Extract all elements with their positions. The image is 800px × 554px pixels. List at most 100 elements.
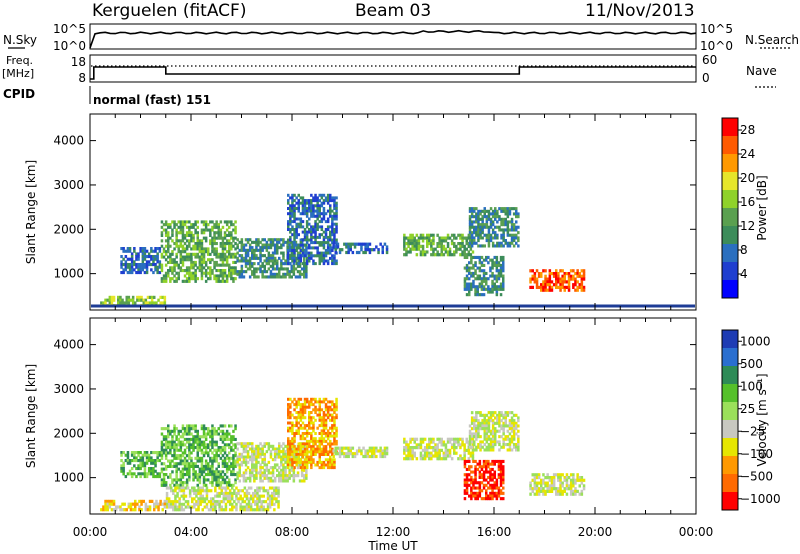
velocity-colorbar-cell — [722, 438, 738, 457]
velocity-colorbar-cell — [722, 420, 738, 439]
velocity-colorbar-tick-label: −500 — [740, 469, 773, 483]
velocity-colorbar-cell — [722, 384, 738, 403]
velocity-colorbar-tick-label: 100 — [740, 379, 763, 393]
velocity-colorbar-cell — [722, 366, 738, 385]
velocity-panel: 1000 2000 3000 4000 Slant Range [km] — [24, 317, 697, 515]
power-colorbar: Power [dB] 4 8 12 16 20 24 28 — [721, 117, 769, 299]
power-colorbar-tick-label: 28 — [740, 123, 755, 137]
time-tick-label: 20:00 — [578, 525, 613, 539]
power-colorbar-tick-label: 4 — [740, 267, 748, 281]
nsky-series — [89, 29, 697, 49]
velocity-ytick-label: 2000 — [53, 426, 84, 440]
velocity-ytick-label: 3000 — [53, 382, 84, 396]
power-colorbar-cell — [722, 190, 738, 209]
nsky-strip: 10^5 10^0 10^5 10^0 N.Sky N.Search — [3, 22, 799, 53]
power-echo-regions — [100, 193, 586, 308]
power-colorbar-cell — [722, 172, 738, 191]
power-ytick-label: 4000 — [53, 134, 84, 148]
nsky-label: N.Sky — [3, 33, 37, 47]
velocity-echo-region — [120, 451, 162, 479]
time-tick-label: 16:00 — [477, 525, 512, 539]
power-colorbar-cell — [722, 226, 738, 245]
beam-title: Beam 03 — [355, 1, 431, 21]
velocity-colorbar-cell — [722, 456, 738, 475]
time-axis: 00:00 04:00 08:00 12:00 16:00 20:00 00:00 — [73, 525, 714, 539]
velocity-echo-region — [100, 499, 167, 512]
freq-label: Freq. — [6, 54, 33, 67]
velocity-echo-region — [463, 459, 505, 501]
time-tick-label: 12:00 — [376, 525, 411, 539]
time-tick-label: 08:00 — [275, 525, 310, 539]
nsearch-tick-high: 10^5 — [700, 22, 733, 36]
power-ylabel: Slant Range [km] — [24, 160, 38, 264]
station-title: Kerguelen (fitACF) — [92, 1, 246, 21]
cpid-label: CPID — [3, 87, 35, 101]
power-ytick-label: 3000 — [53, 178, 84, 192]
power-ytick-label: 2000 — [53, 222, 84, 236]
velocity-colorbar-tick-label: −25 — [740, 424, 765, 438]
velocity-ytick-label: 4000 — [53, 338, 84, 352]
time-axis-label: Time UT — [367, 539, 418, 553]
power-echo-region — [120, 247, 162, 275]
power-colorbar-cell — [722, 118, 738, 137]
cpid-text: normal (fast) 151 — [93, 93, 211, 107]
power-colorbar-label: Power [dB] — [755, 175, 769, 240]
velocity-colorbar-cell — [722, 492, 738, 511]
time-tick-label: 00:00 — [73, 525, 108, 539]
freq-tick-high: 18 — [71, 55, 86, 69]
freq-unit: [MHz] — [2, 67, 34, 80]
power-colorbar-tick-label: 16 — [740, 195, 755, 209]
velocity-colorbar-tick-label: 25 — [740, 402, 755, 416]
freq-series — [90, 66, 696, 80]
nsearch-tick-low: 10^0 — [700, 39, 733, 53]
time-tick-label: 00:00 — [679, 525, 714, 539]
velocity-colorbar-cell — [722, 402, 738, 421]
power-echo-region — [463, 255, 505, 297]
power-colorbar-tick-label: 24 — [740, 147, 755, 161]
velocity-colorbar-label: Velocity [m s⁻¹] — [755, 373, 769, 466]
velocity-echo-region — [403, 437, 475, 461]
time-tick-label: 04:00 — [174, 525, 209, 539]
power-colorbar-tick-label: 12 — [740, 219, 755, 233]
velocity-ylabel: Slant Range [km] — [24, 364, 38, 468]
velocity-colorbar: Velocity [m s⁻¹] 1000 500 100 25 −25 −100 −500… — [721, 329, 781, 511]
freq-tick-low: 8 — [78, 71, 86, 85]
velocity-echo-regions — [100, 397, 586, 512]
power-colorbar-cell — [722, 208, 738, 227]
nave-tick-high: 60 — [702, 53, 717, 67]
velocity-colorbar-cell — [722, 474, 738, 493]
velocity-colorbar-tick-label: 500 — [740, 357, 763, 371]
power-colorbar-cell — [722, 262, 738, 281]
power-echo-region — [468, 207, 520, 248]
power-echo-region — [287, 193, 338, 266]
velocity-colorbar-cell — [722, 330, 738, 349]
velocity-colorbar-tick-label: 1000 — [740, 334, 771, 348]
power-colorbar-tick-label: 20 — [740, 171, 755, 185]
power-echo-region — [160, 220, 237, 283]
velocity-echo-region — [165, 486, 280, 512]
velocity-ytick-label: 1000 — [53, 471, 84, 485]
power-echo-region — [332, 242, 389, 255]
power-colorbar-cell — [722, 244, 738, 263]
velocity-colorbar-tick-label: −100 — [740, 447, 773, 461]
date-title: 11/Nov/2013 — [585, 1, 695, 21]
freq-strip: 18 8 60 0 Freq. [MHz] Nave — [2, 53, 777, 88]
nave-tick-low: 0 — [702, 71, 710, 85]
nsky-tick-high: 10^5 — [53, 22, 86, 36]
power-colorbar-cell — [722, 136, 738, 155]
power-echo-region — [403, 233, 475, 257]
power-colorbar-cell — [722, 280, 738, 299]
power-colorbar-tick-label: 8 — [740, 243, 748, 257]
nave-label: Nave — [746, 64, 777, 78]
velocity-echo-region — [468, 411, 520, 452]
power-panel: 1000 2000 3000 4000 Slant Range [km] — [24, 113, 697, 311]
power-colorbar-cell — [722, 154, 738, 173]
power-echo-region — [529, 269, 586, 292]
velocity-echo-region — [160, 424, 237, 487]
velocity-echo-region — [287, 397, 338, 470]
velocity-colorbar-tick-label: −1000 — [740, 492, 781, 506]
power-ytick-label: 1000 — [53, 267, 84, 281]
velocity-colorbar-cell — [722, 348, 738, 367]
velocity-echo-region — [529, 473, 586, 496]
